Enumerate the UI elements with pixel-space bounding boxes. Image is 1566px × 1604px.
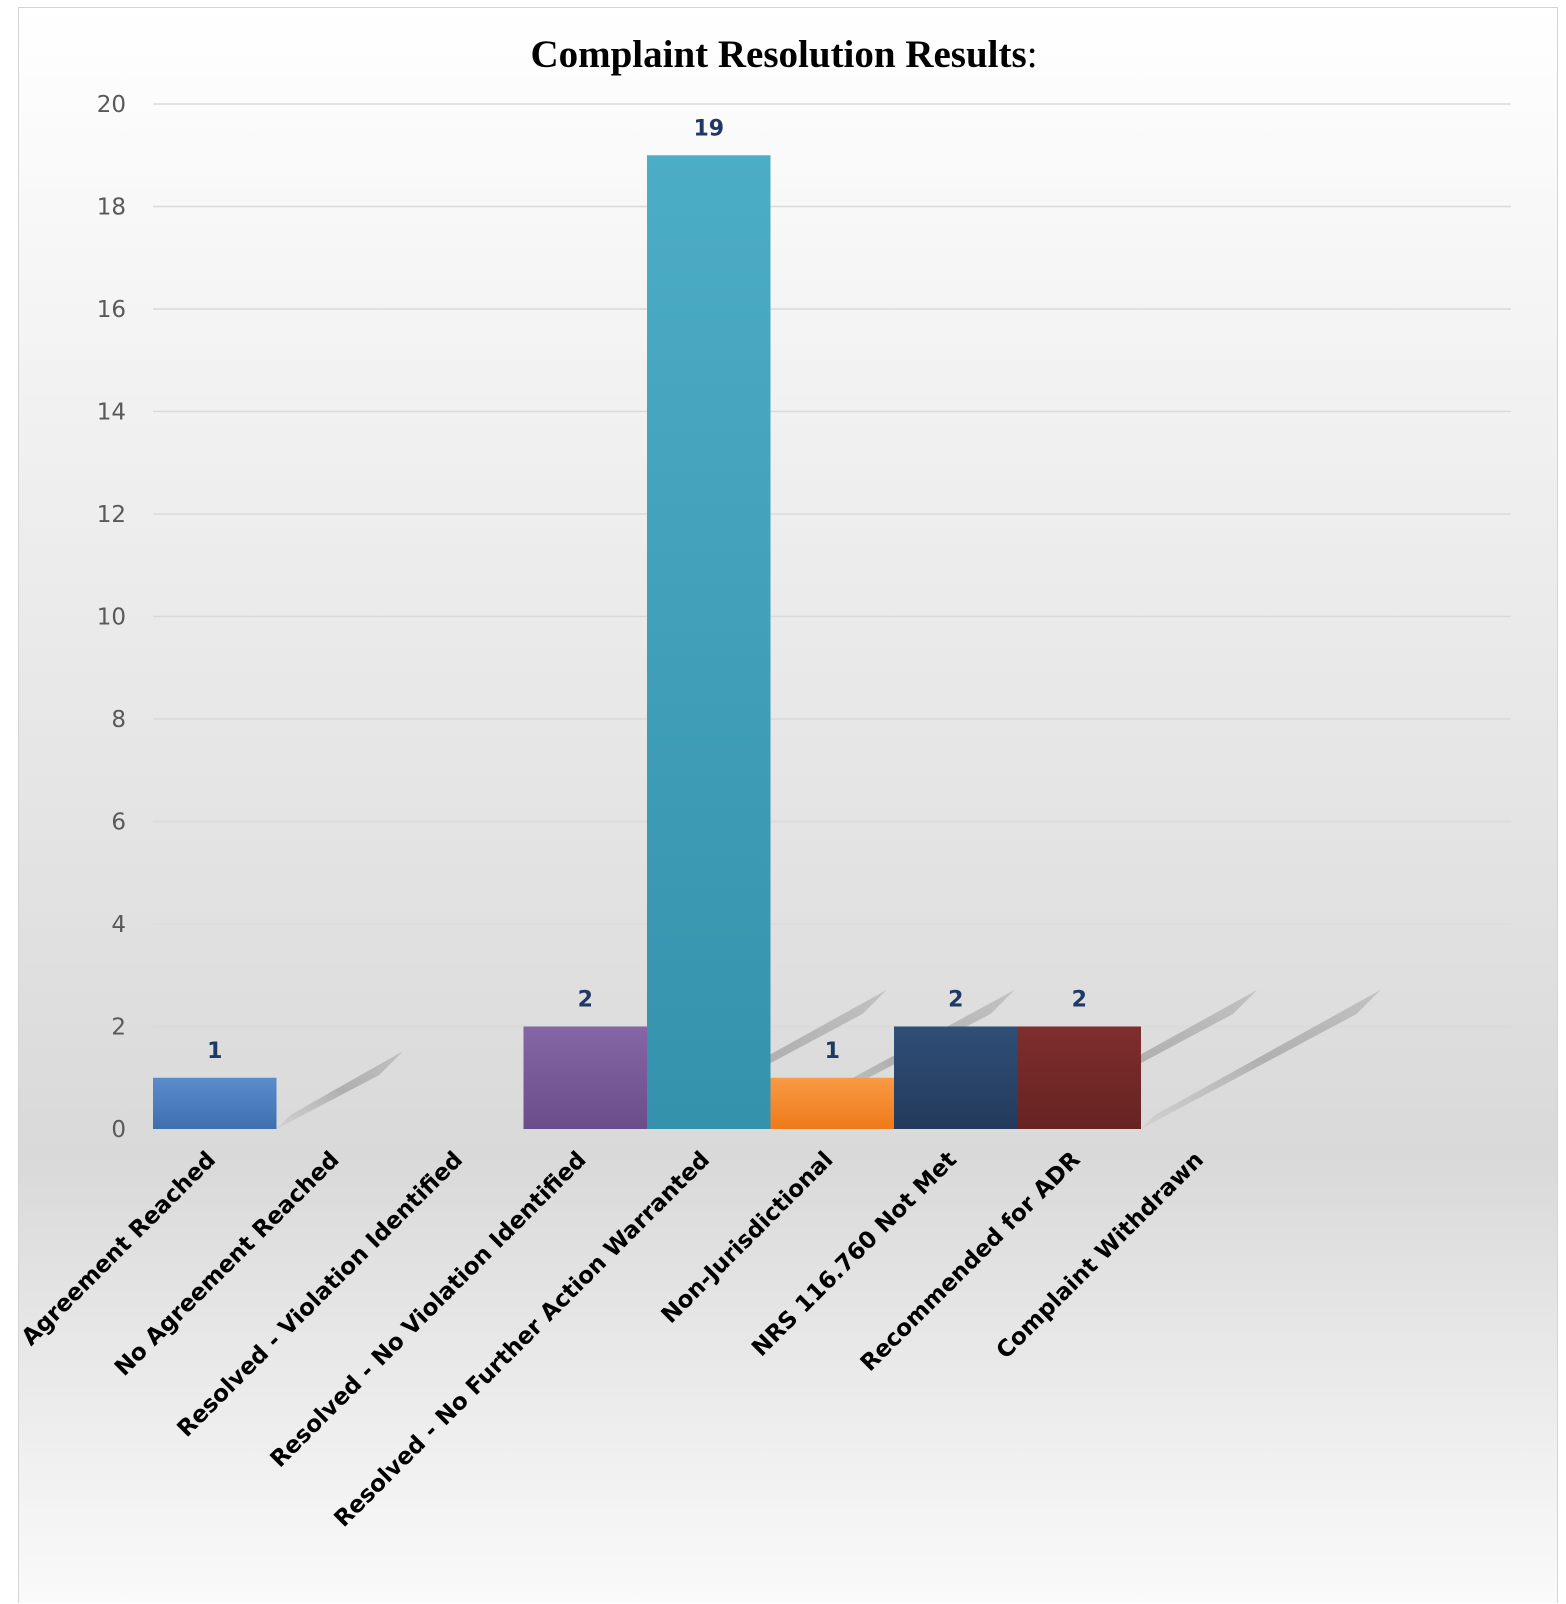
- x-tick-label-nrs-116-760-not-met: NRS 116.760 Not Met: [747, 1147, 962, 1362]
- bar-recommended-for-adr: [1017, 1026, 1141, 1129]
- bar-shadow: [276, 1050, 404, 1129]
- y-tick-label: 12: [97, 502, 126, 528]
- bar-resolved-no-further-action-warranted: [647, 155, 771, 1129]
- gridlines: [153, 103, 1511, 1130]
- data-label-non-jurisdictional: 1: [825, 1039, 840, 1064]
- bar-resolved-no-violation-identified: [523, 1026, 647, 1129]
- x-tick-label-agreement-reached: Agreement Reached: [19, 1147, 221, 1351]
- x-tick-label-recommended-for-adr: Recommended for ADR: [856, 1147, 1086, 1377]
- y-tick-label: 20: [97, 92, 126, 118]
- y-tick-label: 2: [111, 1015, 126, 1041]
- y-tick-label: 18: [97, 195, 126, 221]
- x-tick-label-complaint-withdrawn: Complaint Withdrawn: [992, 1147, 1209, 1364]
- y-tick-label: 10: [97, 605, 126, 631]
- bar-agreement-reached: [153, 1077, 277, 1129]
- y-tick-label: 6: [111, 810, 126, 836]
- data-label-resolved-no-violation-identified: 2: [578, 988, 593, 1013]
- y-tick-label: 8: [111, 707, 126, 733]
- chart-title-colon: :: [1027, 33, 1038, 76]
- x-tick-label-resolved-violation-identified: Resolved - Violation Identified: [173, 1147, 468, 1442]
- chart-title: Complaint Resolution Results:: [530, 33, 1037, 76]
- data-labels: 1 2 19 1 2 2: [207, 116, 1087, 1064]
- bar-nrs-116-760-not-met: [894, 1026, 1018, 1129]
- bars: [153, 155, 1141, 1129]
- y-tick-label: 16: [97, 297, 126, 323]
- y-tick-label: 4: [111, 912, 126, 938]
- data-label-agreement-reached: 1: [207, 1039, 222, 1064]
- x-tick-label-no-agreement-reached: No Agreement Reached: [110, 1147, 345, 1382]
- bar-non-jurisdictional: [770, 1077, 894, 1129]
- y-tick-label: 14: [97, 400, 126, 426]
- y-tick-label: 0: [111, 1117, 126, 1143]
- data-label-recommended-for-adr: 2: [1072, 988, 1087, 1013]
- data-label-resolved-no-further-action-warranted: 19: [693, 116, 724, 141]
- bar-shadow: [1141, 990, 1381, 1129]
- data-label-nrs-116-760-not-met: 2: [948, 988, 963, 1013]
- y-axis: 0 2 4 6 8 10 12 14 16 18 20: [97, 92, 126, 1143]
